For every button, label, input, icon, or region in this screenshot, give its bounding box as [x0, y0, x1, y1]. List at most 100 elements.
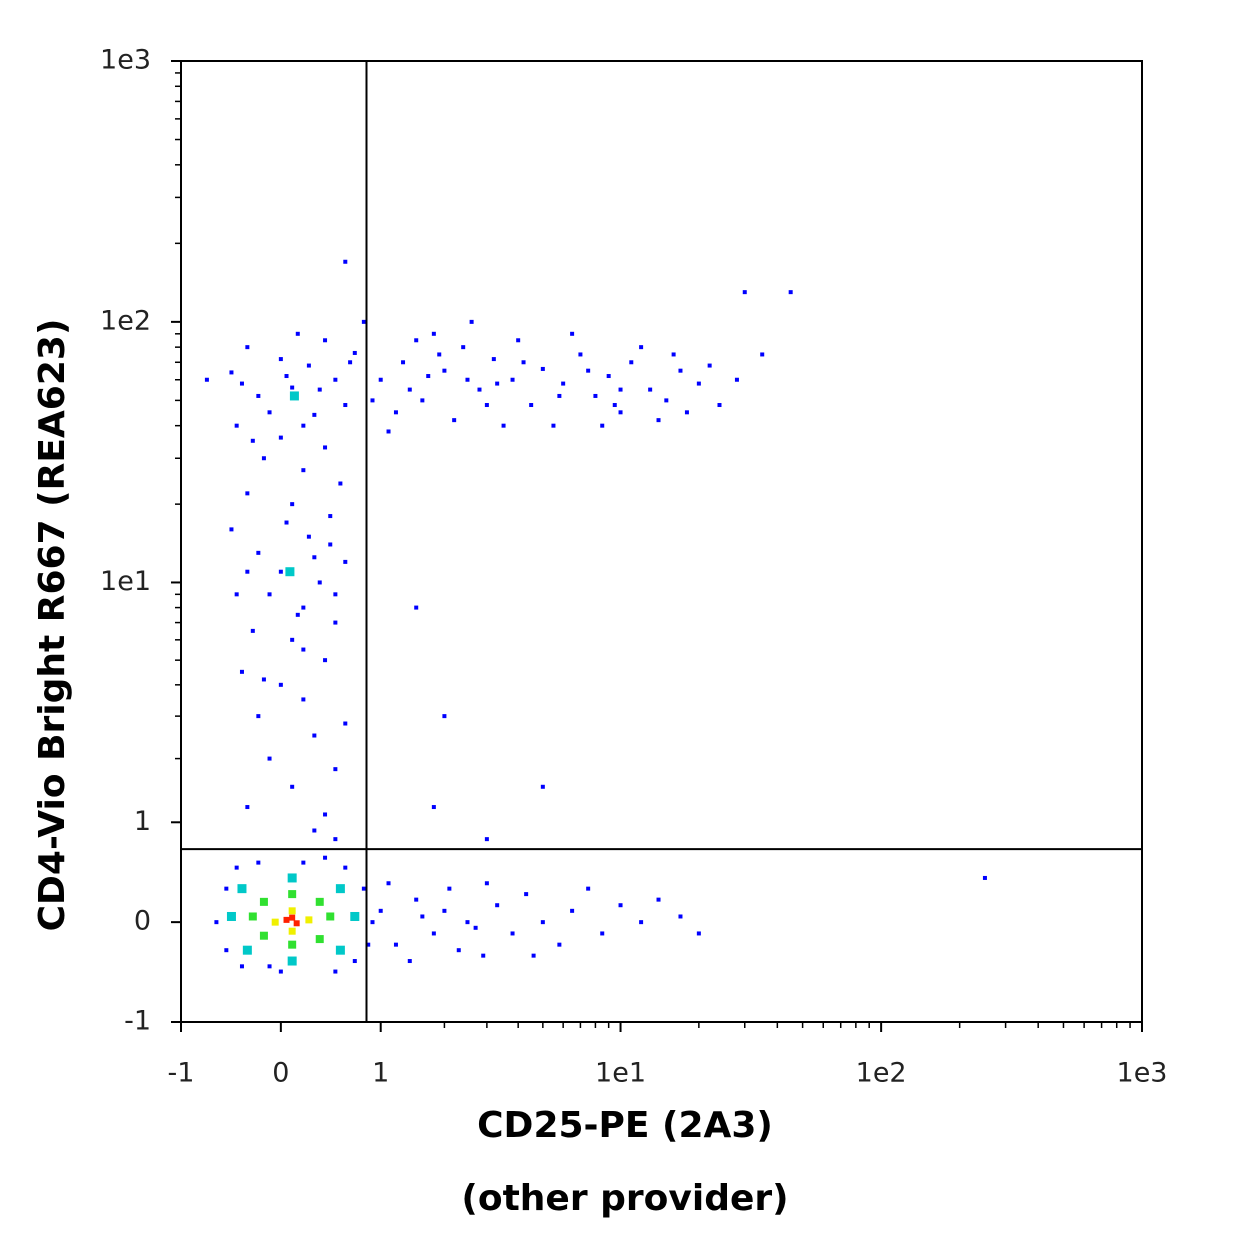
event-dot [442, 714, 447, 719]
x-axis-label: CD25-PE (2A3) [477, 1105, 773, 1146]
event-dot [312, 555, 317, 560]
y-tick-label: 1e3 [100, 45, 151, 76]
event-dot [290, 502, 295, 507]
event-dot [226, 911, 236, 921]
event-dot [288, 890, 297, 899]
event-dot [370, 920, 375, 925]
event-dot [293, 920, 300, 927]
event-dot [259, 897, 268, 906]
event-dot [317, 387, 322, 392]
event-dot [305, 916, 313, 924]
event-dot [285, 567, 295, 577]
event-dot [229, 370, 234, 375]
event-dot [420, 914, 425, 919]
event-dot [420, 398, 425, 403]
event-dot [290, 637, 295, 642]
event-dot [284, 520, 289, 525]
x-tick-label: 1e2 [856, 1058, 907, 1089]
event-dot [378, 377, 383, 382]
event-dot [328, 514, 333, 519]
event-dot [393, 410, 398, 415]
event-dot [343, 721, 348, 726]
event-dot [250, 438, 255, 443]
event-dot [245, 805, 250, 810]
event-dot [250, 628, 255, 633]
event-dot [481, 953, 486, 958]
event-dot [629, 360, 634, 365]
event-dot [204, 377, 209, 382]
y-tick-label: 0 [134, 906, 151, 937]
event-dot [586, 886, 591, 891]
event-dot [224, 948, 229, 953]
event-dot [289, 391, 299, 401]
event-dot [386, 881, 391, 886]
plot-frame [180, 60, 1143, 1023]
event-dot [664, 398, 669, 403]
event-dot [271, 918, 279, 926]
event-dot [256, 550, 261, 555]
event-dot [734, 377, 739, 382]
event-dot [290, 385, 295, 390]
event-dot [229, 527, 234, 532]
event-dot [678, 368, 683, 373]
event-dot [315, 897, 324, 906]
event-dot [442, 908, 447, 913]
event-dot [618, 903, 623, 908]
event-dot [606, 374, 611, 379]
event-dot [333, 377, 338, 382]
event-dot [696, 381, 701, 386]
event-dot [484, 881, 489, 886]
event-dot [477, 387, 482, 392]
event-dot [510, 377, 515, 382]
event-dot [366, 942, 371, 947]
event-dot [290, 784, 295, 789]
event-dot [557, 942, 562, 947]
x-axis-note: (other provider) [461, 1178, 788, 1219]
event-dot [306, 534, 311, 539]
event-dot [301, 697, 306, 702]
event-dot [343, 259, 348, 264]
y-tick-label: 1 [134, 806, 151, 837]
event-dot [465, 920, 470, 925]
x-tick-label: 1e3 [1117, 1058, 1168, 1089]
event-dot [516, 338, 521, 343]
event-dot [248, 912, 257, 921]
event-dot [656, 418, 661, 423]
event-dot [323, 338, 328, 343]
event-dot [437, 352, 442, 357]
event-dot [407, 387, 412, 392]
event-dot [352, 350, 357, 355]
event-dot [671, 352, 676, 357]
event-dot [600, 423, 605, 428]
event-dot [326, 912, 335, 921]
event-dot [648, 387, 653, 392]
event-dot [237, 884, 247, 894]
event-dot [267, 964, 272, 969]
event-dot [982, 875, 987, 880]
event-dot [469, 319, 474, 324]
event-dot [338, 481, 343, 486]
event-dot [239, 669, 244, 674]
event-dot [301, 423, 306, 428]
event-dot [426, 374, 431, 379]
event-dot [278, 569, 283, 574]
event-dot [256, 860, 261, 865]
event-dot [335, 884, 345, 894]
event-dot [540, 784, 545, 789]
event-dot [678, 914, 683, 919]
event-dot [452, 418, 457, 423]
event-dot [301, 647, 306, 652]
event-dot [278, 682, 283, 687]
event-dot [317, 580, 322, 585]
event-dot [639, 345, 644, 350]
event-dot [333, 969, 338, 974]
event-dot [414, 605, 419, 610]
event-dot [696, 931, 701, 936]
event-dot [335, 945, 345, 955]
event-dot [461, 345, 466, 350]
event-dot [393, 942, 398, 947]
event-dot [370, 398, 375, 403]
event-dot [529, 403, 534, 408]
event-dot [431, 805, 436, 810]
